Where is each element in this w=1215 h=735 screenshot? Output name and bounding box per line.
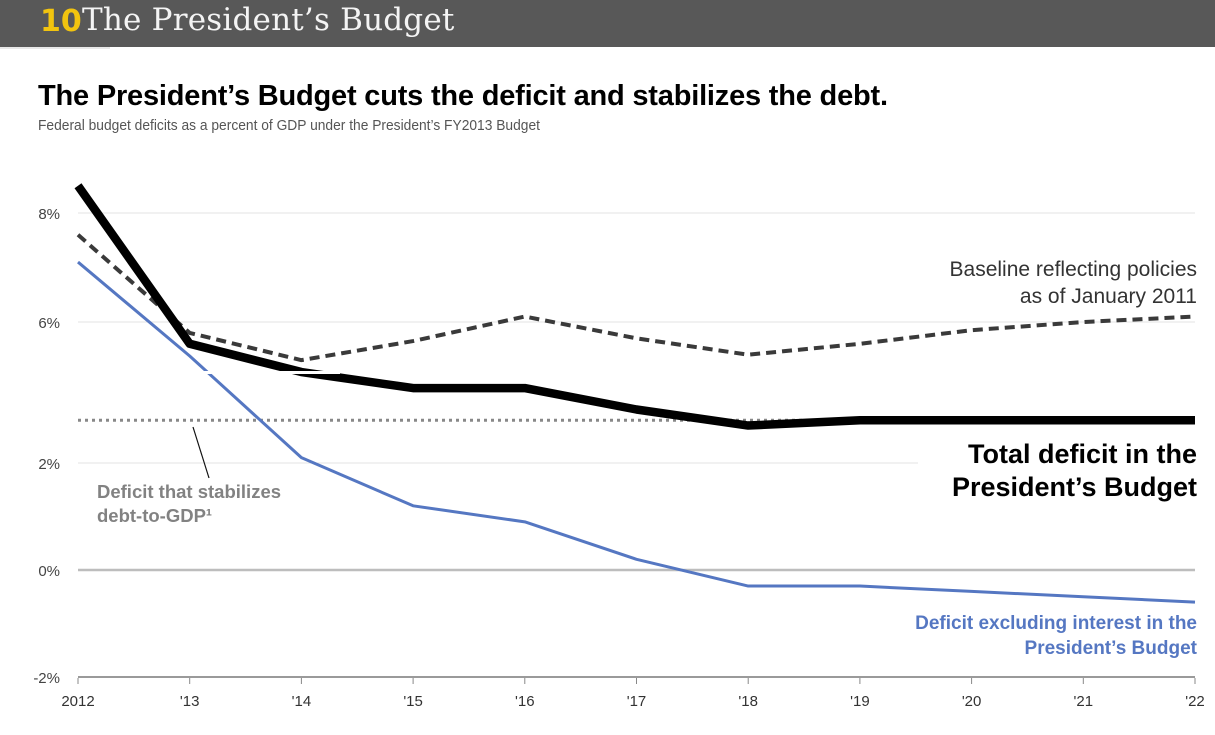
x-tick-label: '15	[403, 693, 423, 710]
y-tick-label: 2%	[38, 456, 60, 473]
x-tick-label: '16	[515, 693, 535, 710]
x-tick-label: '21	[1074, 693, 1094, 710]
annotation-deficit-excl-interest: Deficit excluding interest in the Presid…	[915, 611, 1197, 661]
x-axis: 2012 '13 '14 '15 '16 '17 '18 '19 '20 '21 '22	[61, 678, 1205, 710]
annotation-stab-line1: Deficit that stabilizes	[97, 481, 282, 502]
x-tick-label: 2012	[61, 693, 94, 710]
annotation-total-line1: Total deficit in the	[968, 439, 1197, 469]
x-tick-label: '22	[1185, 693, 1205, 710]
y-tick-label: -2%	[33, 670, 60, 687]
section-title: The President’s Budget	[82, 2, 455, 38]
x-tick-label: '14	[292, 693, 312, 710]
annotation-stabilizing-deficit: Deficit that stabilizes debt-to-GDP¹	[97, 480, 281, 528]
axis-break-band	[120, 371, 340, 374]
annotation-baseline-line2: as of January 2011	[1019, 285, 1197, 308]
series-line-baseline-reflecting-policies-as-of-january-2011	[76, 233, 1196, 363]
x-tick-label: '19	[850, 693, 870, 710]
stabilizing-deficit-leader-line	[192, 426, 210, 479]
annotation-baseline-line1: Baseline reflecting policies	[949, 258, 1197, 281]
y-tick-label: 6%	[38, 315, 60, 332]
chart-break-band	[120, 371, 340, 374]
chart-headline: The President’s Budget cuts the deficit …	[38, 80, 888, 112]
y-tick-label: 0%	[38, 563, 60, 580]
header-underline	[0, 47, 110, 49]
section-number: 10	[40, 4, 82, 39]
annotation-blue-line2: President’s Budget	[1024, 638, 1197, 659]
y-axis-labels: 8% 6% 2% 0% -2%	[33, 206, 60, 687]
x-tick-label: '13	[180, 693, 200, 710]
y-tick-label: 8%	[38, 206, 60, 223]
section-header-bar: 10 The President’s Budget	[0, 0, 1215, 47]
x-tick-label: '17	[627, 693, 647, 710]
annotation-total-deficit: Total deficit in the President’s Budget	[952, 438, 1197, 504]
series-line-deficit-excluding-interest-in-the-president-s-budget	[77, 260, 1196, 604]
chart-subheadline: Federal budget deficits as a percent of …	[38, 117, 540, 134]
annotation-stab-line2: debt-to-GDP¹	[97, 505, 213, 526]
x-tick-label: '18	[738, 693, 758, 710]
x-tick-label: '20	[962, 693, 982, 710]
annotation-blue-line1: Deficit excluding interest in the	[915, 613, 1197, 634]
gridlines	[78, 212, 1195, 678]
annotation-total-line2: President’s Budget	[951, 472, 1197, 502]
series-lines	[74, 183, 1196, 604]
annotation-baseline: Baseline reflecting policies as of Janua…	[950, 256, 1197, 310]
